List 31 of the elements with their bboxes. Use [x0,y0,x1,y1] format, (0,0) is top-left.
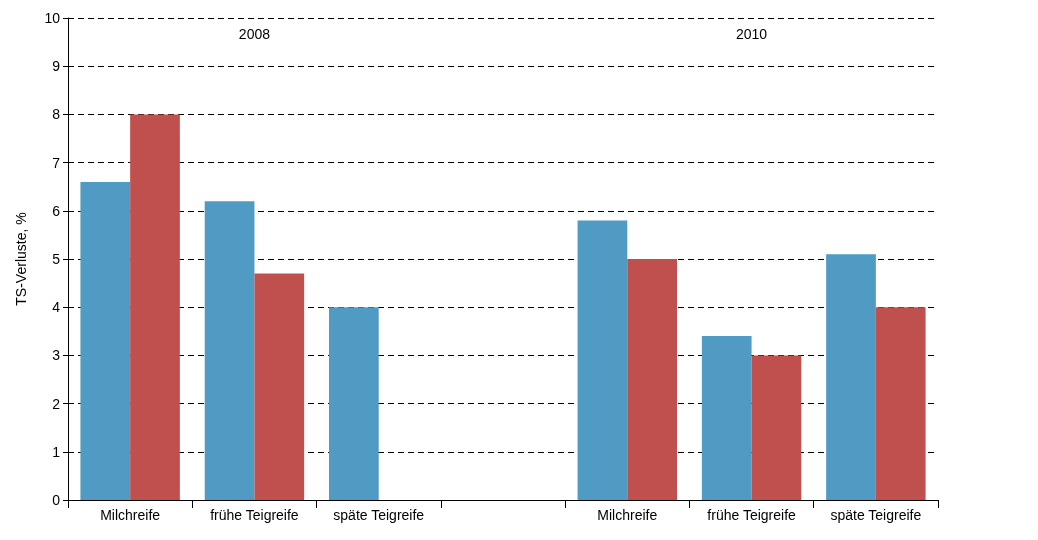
x-tick-label: Milchreife [100,507,161,523]
bar [254,273,305,500]
annotation: 2010 [735,26,768,42]
x-tick-label: späte Teigreife [333,507,425,523]
y-tick-label: 3 [52,347,61,364]
y-tick-label: 4 [52,299,61,316]
y-tick-label: 1 [52,443,61,460]
y-tick-label: 8 [52,106,61,123]
y-tick-label: 0 [52,492,61,508]
x-tick-label: Milchreife [597,507,658,523]
y-tick-label: 5 [52,251,61,267]
x-tick-label: frühe Teigreife [210,507,299,523]
y-tick-label: 2 [52,395,61,412]
y-tick-label: 6 [52,202,61,219]
x-tick-label: frühe Teigreife [707,507,797,523]
y-axis-title: TS-Verluste, % [13,212,29,306]
bar [577,220,628,500]
bar [826,254,876,500]
y-tick-label: 9 [52,58,61,75]
y-tick-label: 7 [52,154,61,171]
bar [875,307,926,500]
bar [80,181,131,500]
bar [329,307,379,500]
bar [701,336,752,500]
annotation: 2008 [238,26,271,42]
bar [751,355,802,500]
bar [204,201,255,500]
bar [130,114,180,500]
bar [627,259,677,500]
y-tick-label: 10 [44,10,61,26]
x-tick-label: späte Teigreife [830,507,922,523]
